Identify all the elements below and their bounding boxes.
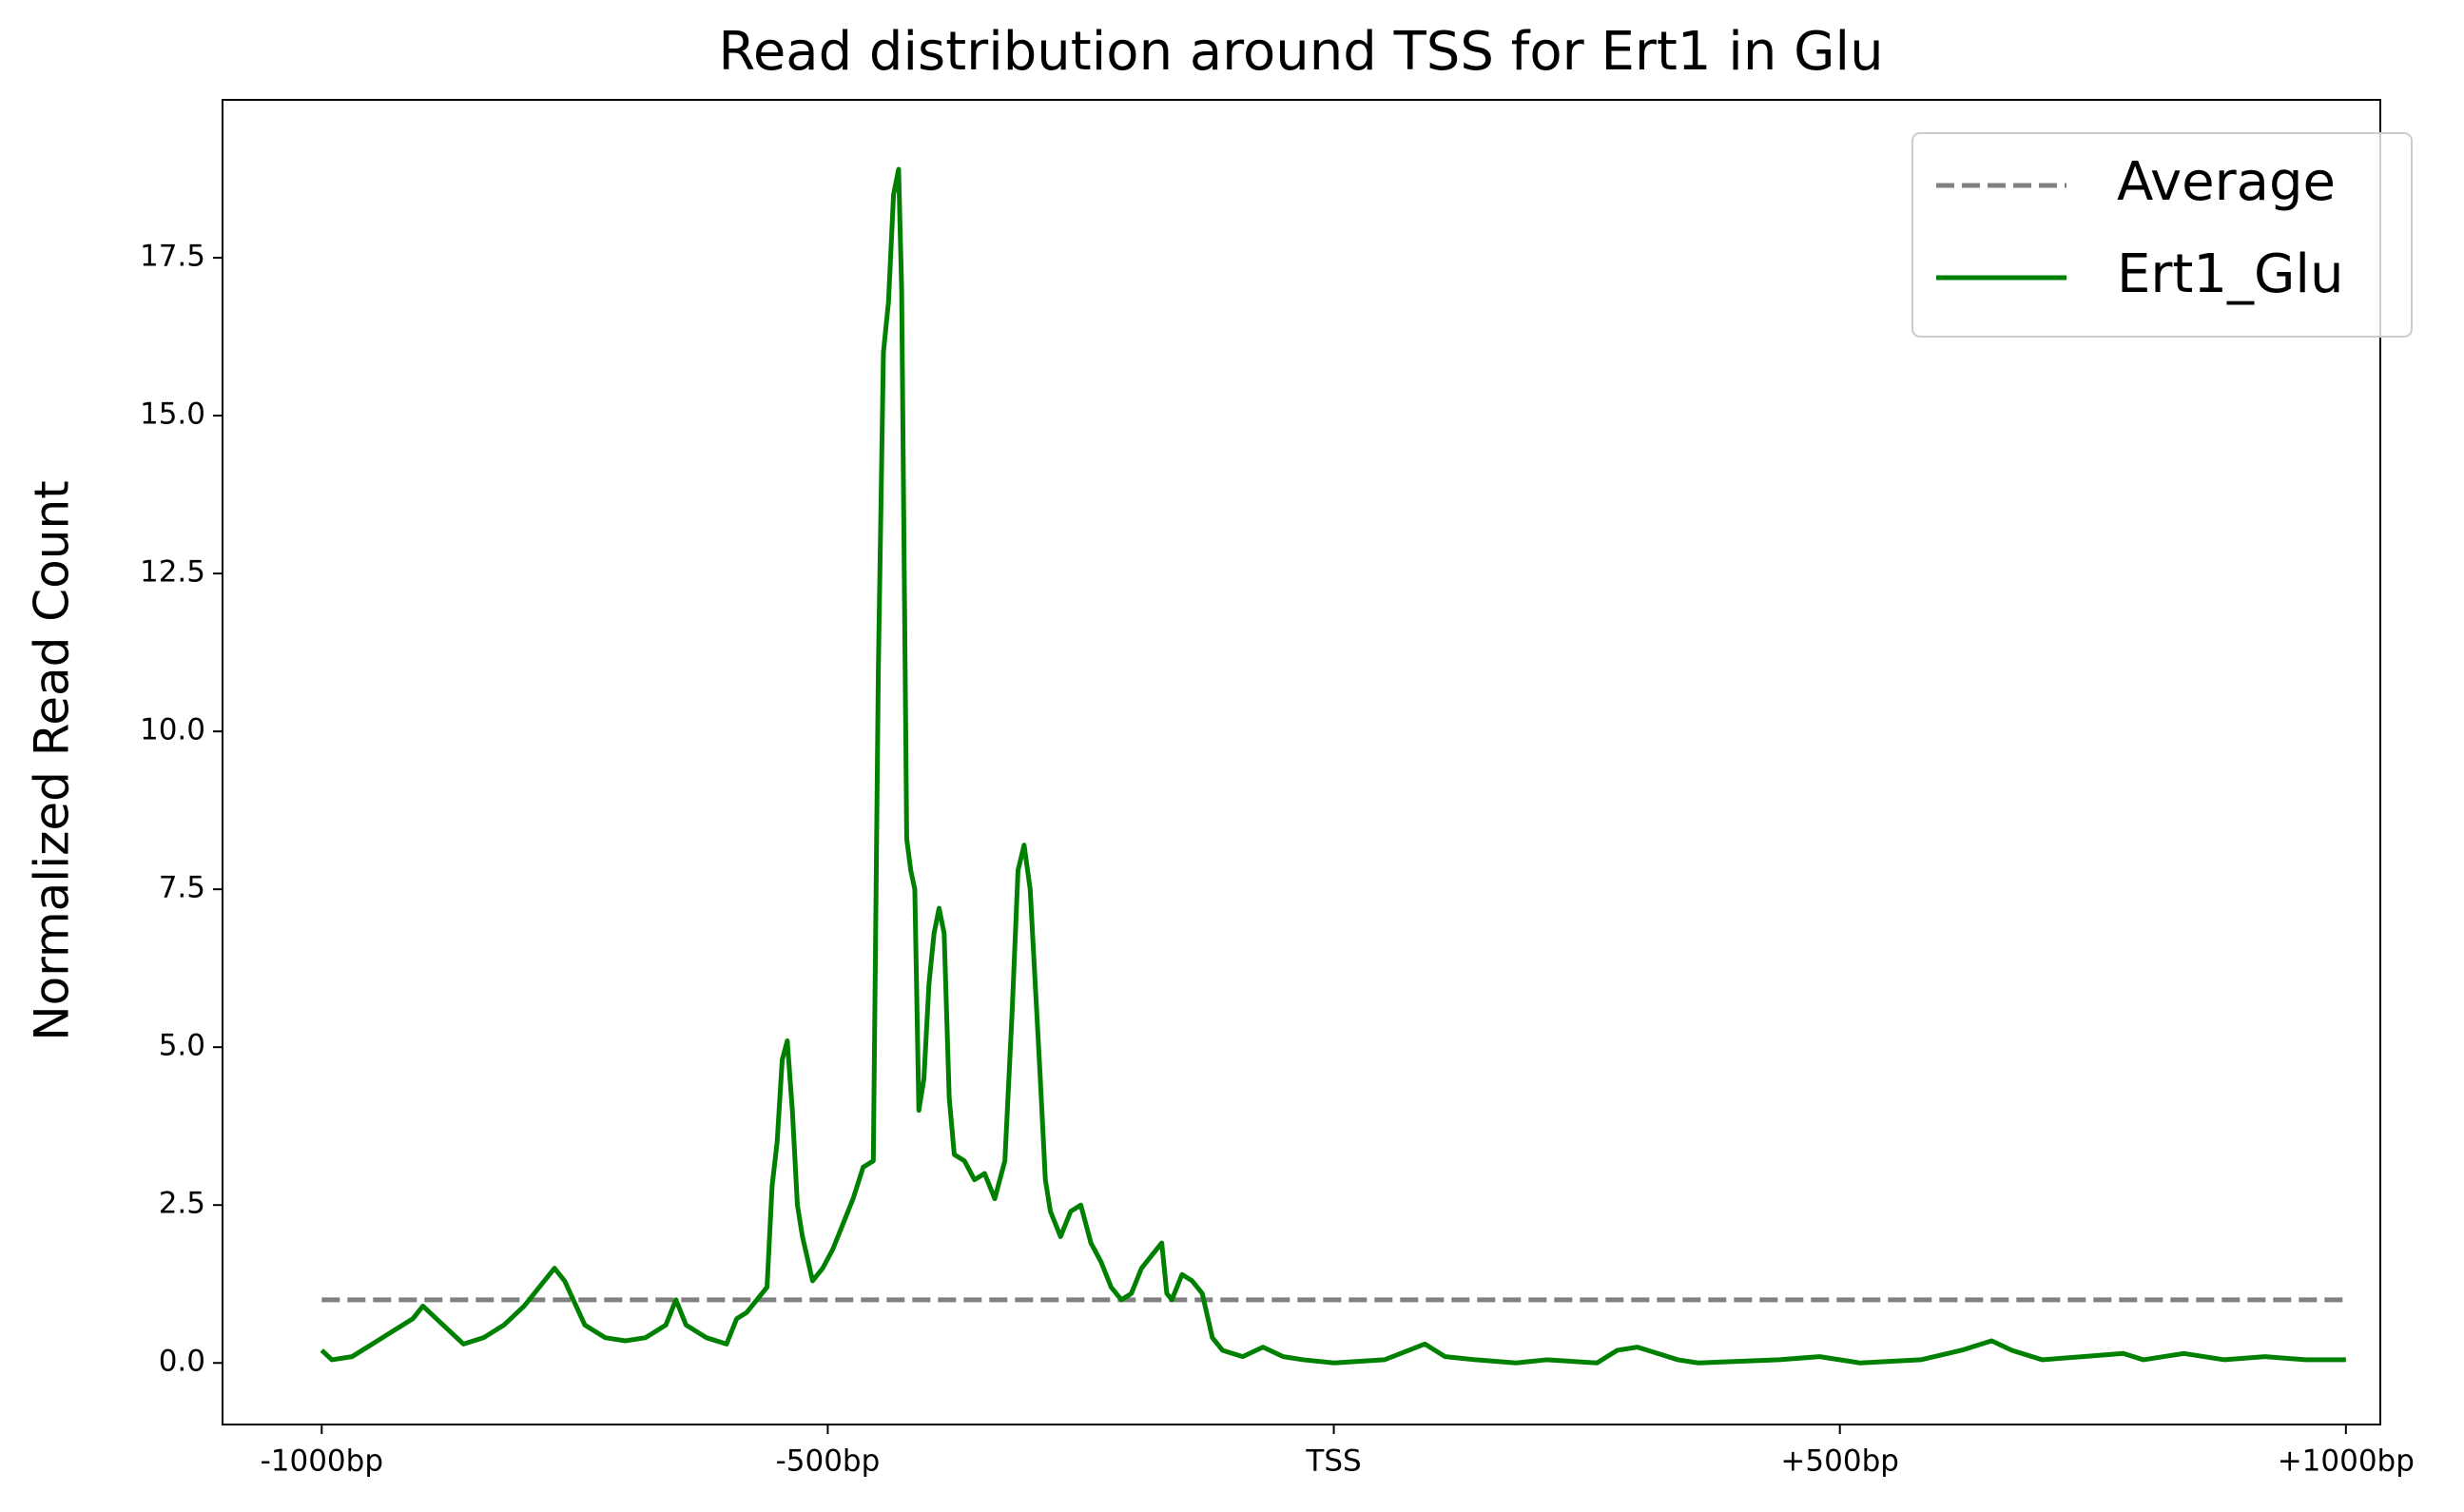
y-tick-label: 17.5 <box>140 240 205 274</box>
plot-frame <box>222 99 2381 1425</box>
legend-label: Average <box>2117 151 2336 213</box>
x-tick-label: +1000bp <box>2278 1444 2415 1479</box>
y-axis-label: Normalized Read Count <box>25 480 80 1040</box>
legend-label: Ert1_Glu <box>2117 243 2343 305</box>
y-tick-label: 0.0 <box>159 1345 205 1379</box>
y-tick-label: 10.0 <box>140 713 205 747</box>
x-tick-label: -1000bp <box>261 1444 383 1479</box>
x-tick-label: -500bp <box>776 1444 881 1479</box>
y-tick-label: 12.5 <box>140 555 205 590</box>
y-tick-label: 2.5 <box>159 1187 205 1221</box>
legend-box <box>1911 132 2413 338</box>
series-line <box>320 166 2346 1366</box>
y-tick-label: 15.0 <box>140 397 205 432</box>
x-tick-label: TSS <box>1305 1444 1361 1479</box>
y-tick-label: 5.0 <box>159 1029 205 1063</box>
y-tick-label: 7.5 <box>159 871 205 905</box>
chart-title: Read distribution around TSS for Ert1 in… <box>718 21 1883 83</box>
x-tick-label: +500bp <box>1780 1444 1899 1479</box>
